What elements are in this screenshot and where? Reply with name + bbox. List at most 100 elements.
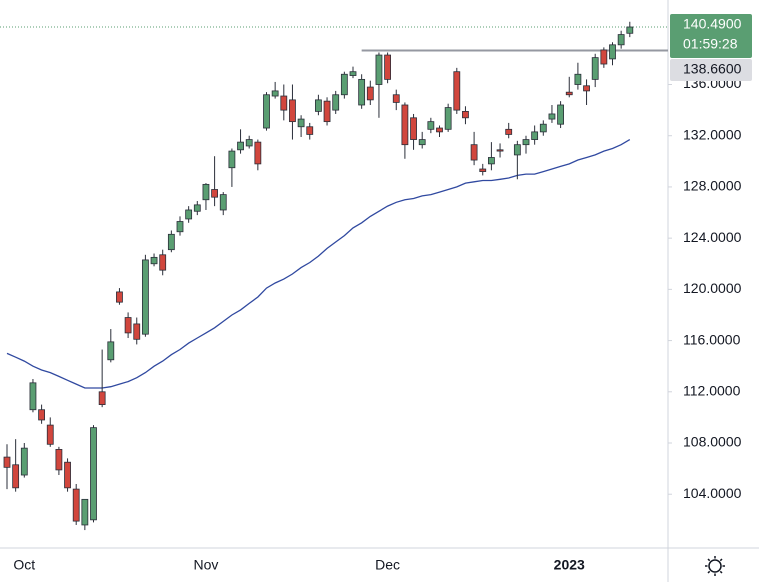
candle-body xyxy=(81,498,89,526)
candle xyxy=(539,120,547,136)
x-tick-label: 2023 xyxy=(554,557,585,573)
candle xyxy=(20,443,28,478)
candle-body xyxy=(444,107,452,130)
candle-body xyxy=(176,221,184,233)
candle xyxy=(254,139,262,171)
candle-body xyxy=(427,121,435,130)
settings-icon[interactable] xyxy=(705,556,725,576)
candle xyxy=(401,102,409,159)
candle xyxy=(271,81,279,99)
y-tick-label: 104.0000 xyxy=(683,485,742,501)
x-tick-label: Nov xyxy=(193,557,218,573)
candle-body xyxy=(141,259,149,335)
y-tick-label: 108.0000 xyxy=(683,434,742,450)
candle xyxy=(46,417,54,447)
candle xyxy=(81,498,89,531)
candle-body xyxy=(531,131,539,140)
candle-body xyxy=(358,78,366,106)
x-tick-label: Dec xyxy=(375,557,400,573)
candle xyxy=(3,444,11,490)
candle xyxy=(392,89,400,111)
candle xyxy=(531,125,539,145)
candle-body xyxy=(349,71,357,76)
candle-body xyxy=(306,126,314,135)
candle xyxy=(384,52,392,84)
candle xyxy=(366,80,374,105)
candle-body xyxy=(401,104,409,146)
candle xyxy=(64,458,71,492)
candle xyxy=(470,131,478,166)
x-tick-label: Oct xyxy=(13,557,35,573)
candle-body xyxy=(436,127,443,133)
candle xyxy=(280,84,288,121)
candle xyxy=(211,156,219,207)
candle xyxy=(609,42,616,66)
candle-body xyxy=(3,456,11,468)
candle xyxy=(565,76,573,98)
candle-body xyxy=(133,323,141,340)
candle-body xyxy=(193,204,201,212)
candle-body xyxy=(254,141,262,165)
candle xyxy=(141,254,149,337)
candle-body xyxy=(12,464,20,489)
candle xyxy=(245,135,253,149)
candle xyxy=(150,253,158,267)
candle-body xyxy=(384,54,392,80)
candle xyxy=(479,163,487,176)
candle-body xyxy=(574,73,582,85)
candle xyxy=(557,101,564,129)
candle-body xyxy=(116,291,123,303)
candle xyxy=(340,71,348,99)
candle-body xyxy=(314,99,322,112)
candle xyxy=(574,62,582,90)
candle-body xyxy=(626,26,634,34)
candle-body xyxy=(228,150,236,169)
candle-body xyxy=(280,95,288,111)
y-tick-label: 112.0000 xyxy=(683,382,741,398)
candle-body xyxy=(487,157,495,165)
candle xyxy=(107,329,115,363)
candle-body xyxy=(72,488,80,522)
candle-body xyxy=(583,85,590,92)
candle xyxy=(12,439,20,492)
candle-body xyxy=(410,117,417,140)
candle xyxy=(522,135,530,154)
candle xyxy=(167,230,175,253)
candle xyxy=(626,21,634,38)
candle-body xyxy=(332,94,340,111)
candle-body xyxy=(29,382,37,411)
candle-body xyxy=(237,141,244,151)
candle xyxy=(193,201,201,216)
countdown-label: 01:59:28 xyxy=(683,36,738,52)
candle-body xyxy=(565,91,573,96)
candle xyxy=(436,125,443,137)
candle-body xyxy=(219,194,227,211)
candle xyxy=(453,67,461,114)
candle-body xyxy=(548,113,556,120)
candle xyxy=(29,378,37,413)
candle xyxy=(505,122,513,139)
candle-body xyxy=(366,86,374,101)
candle xyxy=(314,94,322,116)
candle-body xyxy=(124,317,132,334)
candle xyxy=(297,115,305,137)
level-price-box xyxy=(670,59,752,82)
candle xyxy=(185,206,193,223)
candle xyxy=(323,97,331,126)
candle-body xyxy=(462,110,469,119)
candle xyxy=(444,103,452,132)
candle xyxy=(133,317,141,345)
candle-body xyxy=(557,104,564,125)
candle-body xyxy=(64,461,71,489)
candle-body xyxy=(609,44,616,60)
y-tick-label: 124.0000 xyxy=(683,229,742,245)
candle xyxy=(124,312,132,339)
candle xyxy=(237,129,244,154)
candle xyxy=(332,90,340,114)
candle xyxy=(176,216,184,236)
candle-body xyxy=(202,183,210,201)
candle-body xyxy=(90,427,97,521)
candle-body xyxy=(323,100,331,123)
candle-body xyxy=(470,144,478,161)
candle-body xyxy=(185,209,193,220)
